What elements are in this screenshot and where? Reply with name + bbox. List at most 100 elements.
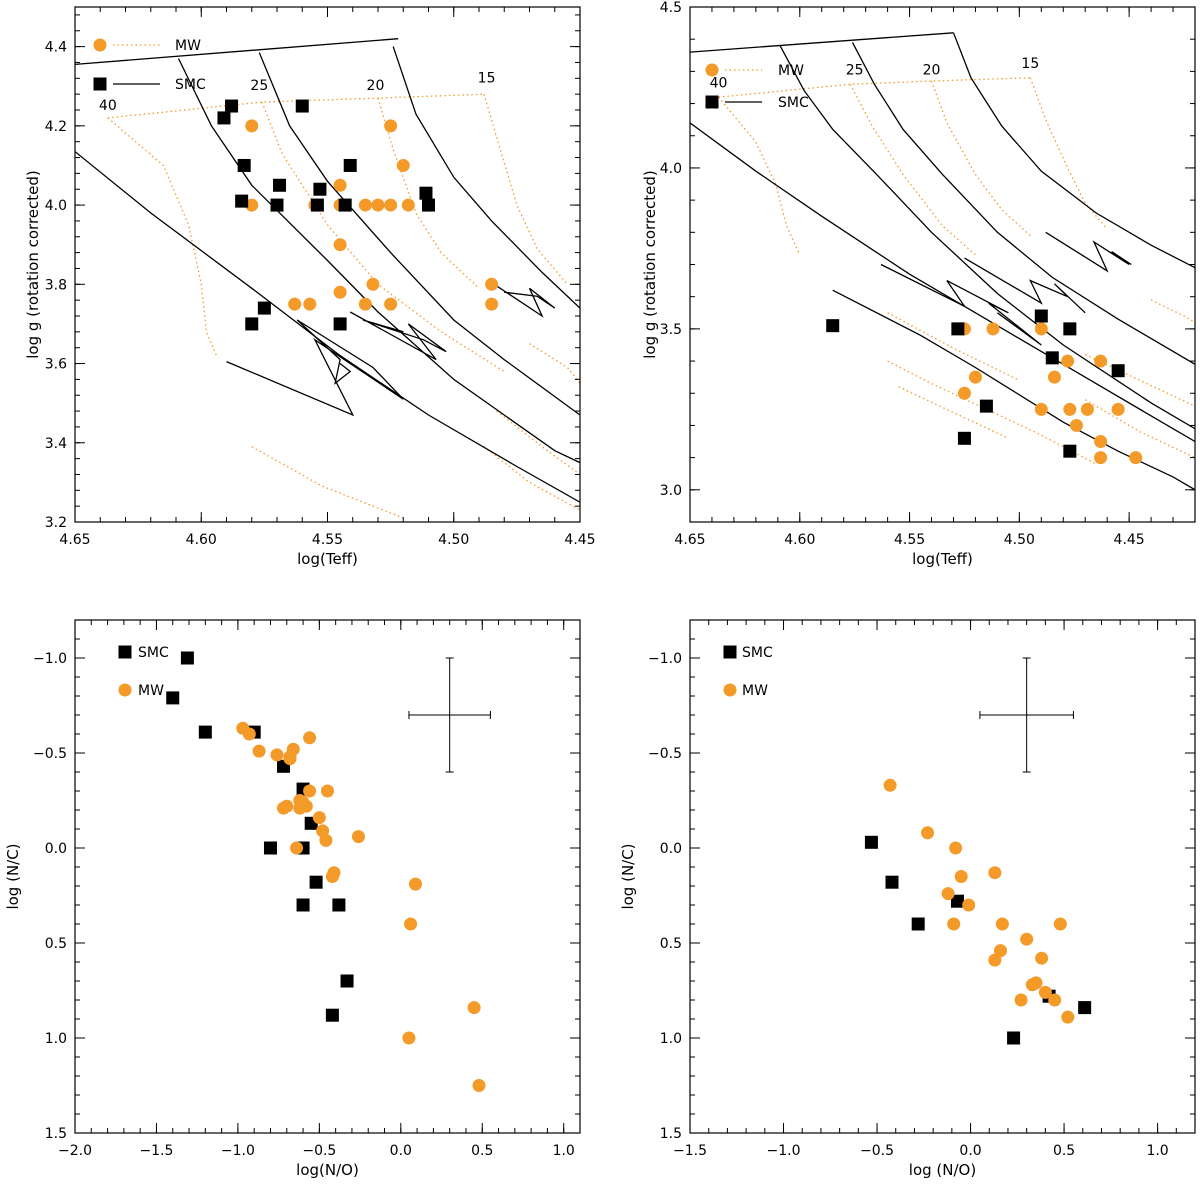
- mw-evolutionary-track: [251, 446, 404, 519]
- mw-data-point: [321, 784, 334, 798]
- smc-data-point: [1045, 351, 1059, 365]
- smc-data-point: [263, 841, 277, 855]
- y-tick-label: 0.0: [45, 841, 67, 857]
- x-tick-label: 4.65: [674, 532, 705, 548]
- smc-data-point: [313, 182, 327, 196]
- plot-frame: [74, 619, 581, 1134]
- mw-data-point: [303, 297, 317, 311]
- y-tick-label: −0.5: [648, 746, 682, 762]
- mw-series: [245, 119, 499, 311]
- mw-data-point: [290, 841, 304, 855]
- mw-data-point: [333, 285, 347, 299]
- mw-data-point: [988, 953, 1002, 967]
- y-tick-label: 3.4: [45, 436, 67, 452]
- smc-data-point: [235, 194, 249, 208]
- x-axis-label: log(Teff): [912, 550, 973, 568]
- mw-data-point: [472, 1079, 486, 1092]
- x-tick-label: −1.0: [221, 1143, 255, 1159]
- mw-data-point: [949, 841, 963, 855]
- y-tick-label: 4.2: [45, 119, 67, 135]
- plot-area: [166, 651, 486, 1092]
- smc-data-point: [911, 917, 925, 931]
- track-mass-label: 25: [846, 63, 864, 79]
- mw-evolutionary-track: [261, 101, 505, 373]
- smc-data-point: [333, 317, 347, 331]
- mw-data-point: [1061, 354, 1075, 368]
- mw-data-point: [333, 178, 347, 192]
- smc-data-point: [826, 319, 840, 333]
- x-tick-label: 1.0: [1146, 1143, 1168, 1159]
- smc-data-point: [1007, 1031, 1021, 1045]
- smc-data-point: [885, 875, 899, 889]
- mw-data-point: [995, 917, 1009, 931]
- legend-label: MW: [742, 683, 768, 699]
- mw-data-point: [947, 917, 961, 931]
- mw-series: [883, 778, 1075, 1024]
- mw-data-point: [303, 784, 317, 798]
- panel-bottom-left: −2.0 −1.5 −1.0 −0.5 0.0 0.5 1.0 −1.0 −0.5 0.0 0.5 1…: [4, 619, 581, 1179]
- mw-data-point: [384, 198, 398, 212]
- mw-evolutionary-track: [483, 446, 580, 511]
- smc-data-point: [1034, 309, 1048, 323]
- smc-data-point: [979, 399, 993, 413]
- track-mass-label: 15: [1021, 56, 1039, 72]
- y-axis-label: log (N/C): [619, 843, 637, 909]
- legend-label: SMC: [742, 645, 773, 661]
- smc-evolutionary-track: [349, 311, 447, 361]
- mw-evolutionary-track: [107, 93, 485, 119]
- y-tick-label: 1.5: [660, 1126, 682, 1142]
- legend-smc-marker: [723, 645, 737, 659]
- mw-data-point: [921, 826, 935, 840]
- y-tick-label: 0.5: [660, 936, 682, 952]
- mw-data-point: [303, 731, 317, 745]
- smc-evolutionary-track: [952, 32, 1195, 269]
- mw-data-point: [1038, 985, 1052, 999]
- smc-data-point: [270, 198, 284, 212]
- plot-frame: [689, 6, 1196, 523]
- mw-data-point: [242, 727, 256, 741]
- y-tick-label: 1.0: [45, 1031, 67, 1047]
- smc-data-point: [957, 431, 971, 445]
- smc-data-point: [225, 99, 239, 113]
- mw-data-point: [968, 370, 982, 384]
- smc-data-point: [180, 651, 194, 665]
- smc-evolutionary-track: [964, 257, 1086, 314]
- mw-data-point: [327, 866, 341, 880]
- legend-label: MW: [175, 38, 201, 54]
- x-tick-label: 0.5: [471, 1143, 493, 1159]
- x-axis-label: log (N/O): [909, 1161, 976, 1179]
- legend-mw-marker: [723, 683, 737, 697]
- x-tick-label: 0.0: [959, 1143, 981, 1159]
- legend: SMC MW: [118, 645, 169, 699]
- smc-data-point: [166, 691, 180, 705]
- smc-data-point: [245, 317, 259, 331]
- y-axis-label: log g (rotation corrected): [641, 170, 659, 359]
- mw-data-point: [467, 1001, 481, 1015]
- y-tick-label: 1.5: [45, 1126, 67, 1142]
- y-tick-label: −0.5: [33, 746, 67, 762]
- smc-evolutionary-track: [177, 58, 580, 464]
- mw-data-point: [245, 198, 259, 212]
- mw-data-point: [408, 877, 422, 891]
- x-tick-label: 4.45: [1114, 532, 1145, 548]
- mw-data-point: [988, 866, 1002, 880]
- legend-smc-marker: [705, 95, 719, 109]
- track-mass-label: 40: [710, 75, 728, 91]
- smc-evolutionary-track: [1045, 231, 1132, 273]
- mw-data-point: [319, 833, 333, 847]
- y-tick-label: 3.5: [660, 322, 682, 338]
- error-bar: [979, 657, 1074, 773]
- mw-data-point: [1094, 451, 1108, 465]
- smc-data-point: [309, 875, 323, 889]
- smc-data-point: [950, 894, 964, 908]
- legend-label: SMC: [138, 645, 169, 661]
- smc-data-point: [422, 198, 435, 212]
- y-axis-label: log (N/C): [4, 843, 22, 909]
- x-tick-label: 0.0: [390, 1143, 412, 1159]
- mw-evolutionary-track: [1084, 399, 1195, 459]
- smc-evolutionary-track: [493, 283, 556, 318]
- y-tick-label: 0.0: [660, 841, 682, 857]
- x-tick-label: −1.5: [673, 1143, 707, 1159]
- mw-data-point: [957, 386, 971, 400]
